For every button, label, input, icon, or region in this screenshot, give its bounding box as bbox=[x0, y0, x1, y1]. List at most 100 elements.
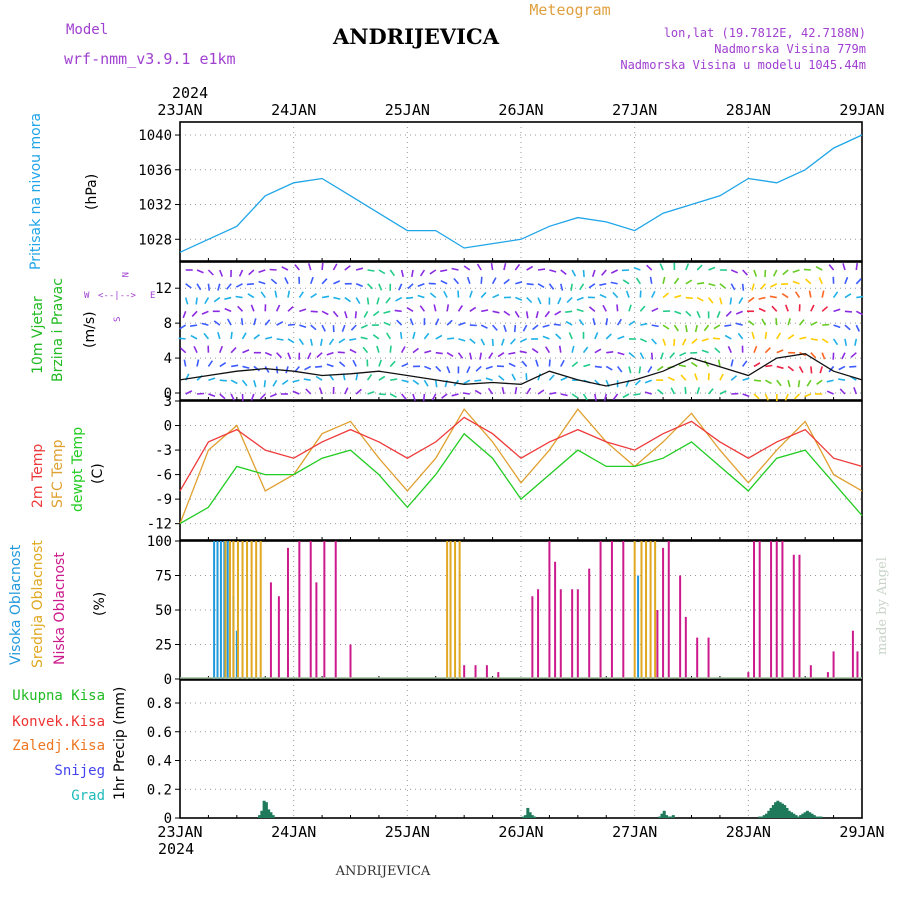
wind-arrow bbox=[674, 278, 678, 284]
wind-arrow bbox=[515, 282, 522, 284]
wind-arrow bbox=[322, 311, 328, 314]
wind-arrow bbox=[288, 339, 294, 343]
wind-arrow bbox=[458, 323, 465, 325]
wind-arrow bbox=[854, 387, 856, 394]
wind-arrow bbox=[572, 394, 578, 398]
wind-arrow bbox=[363, 347, 367, 352]
wind-arrow bbox=[754, 394, 759, 399]
wind-arrow bbox=[254, 380, 256, 387]
wind-arrow bbox=[478, 264, 482, 270]
wind-arrow bbox=[309, 263, 311, 270]
wind-arrow bbox=[265, 320, 269, 325]
wind-arrow bbox=[527, 298, 532, 303]
wind-arrow bbox=[197, 394, 204, 395]
wind-arrow bbox=[613, 394, 617, 400]
footer-title: ANDRIJEVICA bbox=[335, 864, 431, 879]
wind-arrow bbox=[602, 270, 607, 275]
wind-arrow bbox=[418, 296, 425, 298]
wind-arrow bbox=[270, 394, 276, 397]
wind-arrow bbox=[386, 298, 390, 304]
wind-arrow bbox=[668, 377, 674, 380]
wind-arrow bbox=[327, 353, 334, 355]
wind-arrow bbox=[806, 279, 811, 284]
wind-arrow bbox=[845, 325, 850, 330]
wind-arrow bbox=[754, 346, 757, 352]
wind-arrow bbox=[424, 394, 425, 401]
wind-arrow bbox=[407, 308, 413, 312]
wind-arrow bbox=[527, 284, 534, 285]
wind-arrow bbox=[719, 360, 720, 367]
xtick-label-bottom: 25JAN bbox=[385, 823, 430, 841]
wind-arrow bbox=[811, 366, 812, 373]
wind-arrow bbox=[731, 360, 733, 367]
wind-arrow bbox=[533, 325, 538, 329]
xtick-label-bottom: 28JAN bbox=[726, 823, 771, 841]
wind-arrow bbox=[242, 318, 243, 325]
wind-arrow bbox=[663, 339, 665, 346]
wind-arrow bbox=[464, 266, 470, 270]
wind-arrow bbox=[509, 363, 515, 366]
wind-arrow bbox=[430, 293, 435, 297]
wind-arrow bbox=[424, 380, 428, 386]
wind-arrow bbox=[629, 353, 634, 357]
wind-arrow bbox=[845, 311, 852, 312]
wind-arrow bbox=[261, 292, 265, 298]
wind-arrow bbox=[401, 332, 402, 339]
wind-arrow bbox=[452, 269, 459, 271]
chart-subtitle: Meteogram bbox=[529, 1, 610, 19]
wind-arrow bbox=[295, 265, 299, 270]
wind-arrow bbox=[349, 339, 356, 340]
wind-arrow bbox=[595, 349, 601, 352]
wind-arrow bbox=[390, 270, 394, 276]
wind-arrow bbox=[762, 319, 765, 325]
wind-arrow bbox=[436, 336, 442, 339]
wind-arrow bbox=[402, 364, 408, 367]
wind-arrow bbox=[504, 279, 509, 283]
wind-arrow bbox=[697, 311, 700, 317]
wind-arrow bbox=[476, 366, 481, 371]
wind-arrow bbox=[467, 366, 470, 372]
wind-arrow bbox=[538, 284, 544, 288]
ytick-label: 1028 bbox=[138, 232, 172, 248]
wind-arrow bbox=[436, 380, 437, 387]
wind-arrow bbox=[606, 352, 613, 353]
wind-arrow bbox=[285, 278, 288, 284]
wind-arrow bbox=[247, 284, 254, 285]
wind-arrow bbox=[356, 298, 360, 304]
wind-arrow bbox=[436, 366, 441, 371]
wind-arrow bbox=[515, 387, 516, 394]
wind-arrow bbox=[633, 394, 640, 395]
precip-bar bbox=[533, 817, 536, 818]
wind-arrow bbox=[811, 322, 817, 325]
wind-arrow bbox=[316, 377, 322, 381]
wind-arrow bbox=[527, 267, 533, 271]
xtick-label-bottom: 26JAN bbox=[498, 823, 543, 841]
wind-arrow bbox=[288, 307, 293, 312]
temp-ylabel-2: SFC Temp bbox=[50, 439, 66, 508]
wind-arrow bbox=[458, 353, 462, 359]
wind-arrow bbox=[181, 348, 186, 353]
wind-arrow bbox=[697, 283, 704, 284]
wind-arrow bbox=[254, 335, 260, 339]
wind-arrow bbox=[458, 339, 465, 341]
wind-arrow bbox=[493, 295, 499, 298]
wind-arrow bbox=[728, 346, 731, 352]
wind-arrow bbox=[634, 268, 641, 270]
wind-arrow bbox=[421, 270, 425, 276]
wind-arrow bbox=[202, 311, 208, 314]
wind-arrow bbox=[795, 394, 800, 399]
wind-arrow bbox=[368, 270, 375, 271]
wind-arrow bbox=[725, 336, 731, 339]
wind-arrow bbox=[652, 339, 657, 344]
wind-arrow bbox=[480, 353, 481, 360]
wind-arrow bbox=[208, 270, 213, 275]
wind-arrow bbox=[254, 318, 256, 325]
wind-arrow bbox=[504, 311, 510, 315]
wind-arrow bbox=[236, 297, 243, 298]
wind-arrow bbox=[186, 298, 188, 305]
wind-arrow bbox=[765, 332, 766, 339]
wind-arrow bbox=[315, 366, 322, 367]
wind-arrow bbox=[508, 353, 515, 354]
wind-arrow bbox=[759, 309, 765, 312]
wind-ylabel-2: Brzina i Pravac bbox=[50, 278, 66, 382]
